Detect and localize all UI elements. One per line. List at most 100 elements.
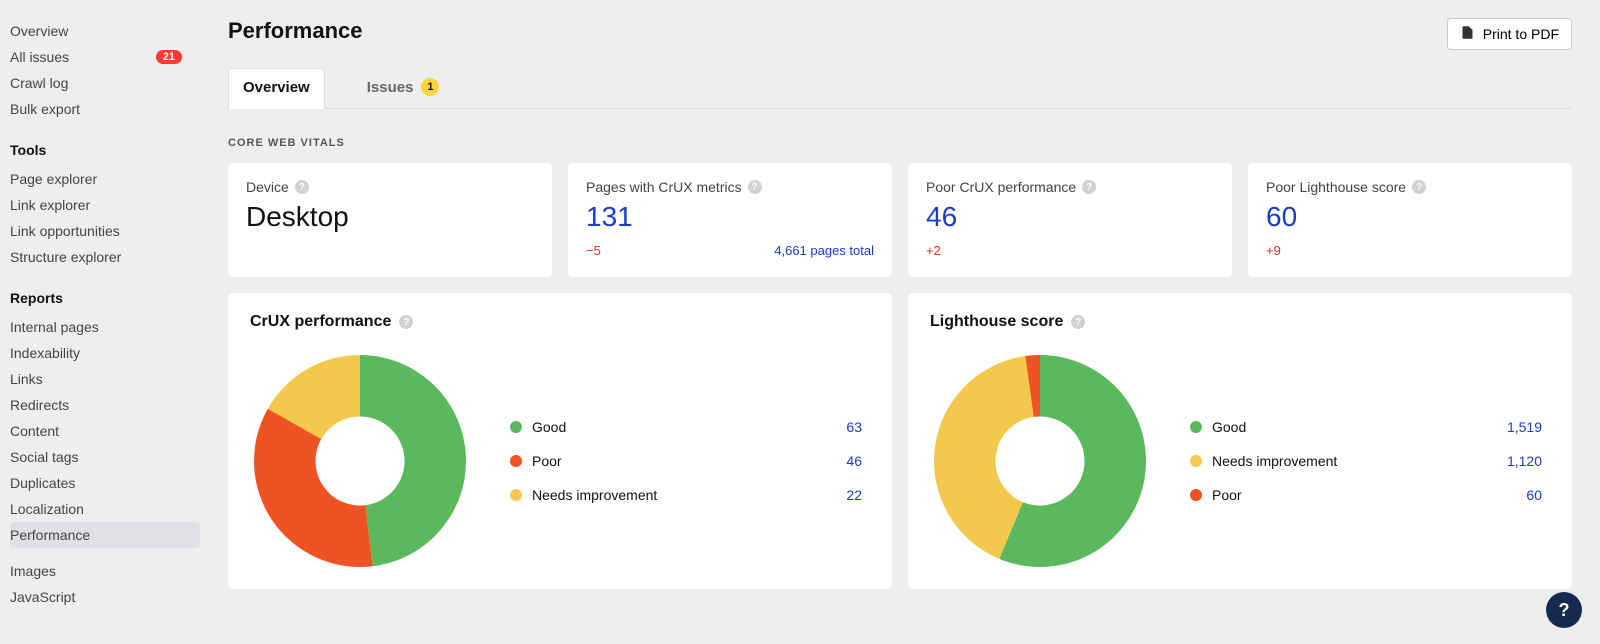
crux-legend: Good 63 Poor 46 Needs improvement 22 — [510, 419, 870, 503]
legend-label: Needs improvement — [532, 487, 657, 503]
sidebar-item-label: All issues — [10, 49, 69, 65]
sidebar-item-label: Bulk export — [10, 101, 80, 117]
legend-swatch — [510, 455, 522, 467]
legend-value[interactable]: 22 — [846, 487, 862, 503]
help-icon[interactable]: ? — [748, 180, 762, 194]
sidebar-duplicates[interactable]: Duplicates — [10, 470, 200, 496]
page-title: Performance — [228, 18, 363, 44]
lh-legend: Good 1,519 Needs improvement 1,120 Poor … — [1190, 419, 1550, 503]
sidebar-social-tags[interactable]: Social tags — [10, 444, 200, 470]
sidebar-item-label: Duplicates — [10, 475, 75, 491]
sidebar-link-opportunities[interactable]: Link opportunities — [10, 218, 200, 244]
kpi-poor-lh-card: Poor Lighthouse score? 60 +9 — [1248, 163, 1572, 277]
legend-row: Poor 46 — [510, 453, 862, 469]
legend-value[interactable]: 60 — [1526, 487, 1542, 503]
help-icon[interactable]: ? — [1412, 180, 1426, 194]
legend-label: Poor — [1212, 487, 1242, 503]
legend-label: Good — [532, 419, 566, 435]
sidebar-item-label: Link explorer — [10, 197, 90, 213]
crux-donut — [250, 351, 470, 571]
legend-swatch — [510, 489, 522, 501]
sidebar-item-label: Social tags — [10, 449, 78, 465]
kpi-delta: +2 — [926, 243, 941, 258]
sidebar-content[interactable]: Content — [10, 418, 200, 444]
charts-row: CrUX performance? Good 63 Poor 46 Needs … — [228, 293, 1572, 589]
legend-value[interactable]: 63 — [846, 419, 862, 435]
kpi-label: Device — [246, 179, 289, 195]
kpi-label: Poor CrUX performance — [926, 179, 1076, 195]
kpi-cards: Device? Desktop Pages with CrUX metrics?… — [228, 163, 1572, 277]
legend-row: Good 63 — [510, 419, 862, 435]
sidebar-item-label: Links — [10, 371, 43, 387]
sidebar-item-label: Overview — [10, 23, 68, 39]
legend-value[interactable]: 1,519 — [1507, 419, 1542, 435]
kpi-delta: +9 — [1266, 243, 1281, 258]
tab-overview[interactable]: Overview — [228, 68, 325, 109]
legend-label: Needs improvement — [1212, 453, 1337, 469]
sidebar-overview[interactable]: Overview — [10, 18, 200, 44]
sidebar-links[interactable]: Links — [10, 366, 200, 392]
issues-count-badge: 1 — [421, 78, 439, 96]
sidebar-redirects[interactable]: Redirects — [10, 392, 200, 418]
sidebar-item-label: Redirects — [10, 397, 69, 413]
tab-label: Issues — [367, 79, 414, 96]
kpi-label: Poor Lighthouse score — [1266, 179, 1406, 195]
chart-title: Lighthouse score — [930, 313, 1063, 331]
kpi-crux-pages-value[interactable]: 131 — [586, 201, 874, 233]
lh-donut — [930, 351, 1150, 571]
sidebar-item-label: Indexability — [10, 345, 80, 361]
sidebar-indexability[interactable]: Indexability — [10, 340, 200, 366]
sidebar-bulk-export[interactable]: Bulk export — [10, 96, 200, 122]
tab-label: Overview — [243, 79, 310, 96]
print-to-pdf-button[interactable]: Print to PDF — [1447, 18, 1572, 50]
core-web-vitals-label: CORE WEB VITALS — [228, 137, 1572, 149]
sidebar-images[interactable]: Images — [10, 558, 200, 584]
print-label: Print to PDF — [1483, 26, 1559, 42]
crux-chart-card: CrUX performance? Good 63 Poor 46 Needs … — [228, 293, 892, 589]
help-icon[interactable]: ? — [295, 180, 309, 194]
sidebar-structure-explorer[interactable]: Structure explorer — [10, 244, 200, 270]
kpi-delta: −5 — [586, 243, 601, 258]
sidebar-item-label: Localization — [10, 501, 84, 517]
legend-row: Needs improvement 22 — [510, 487, 862, 503]
kpi-device-card: Device? Desktop — [228, 163, 552, 277]
sidebar-crawl-log[interactable]: Crawl log — [10, 70, 200, 96]
sidebar-localization[interactable]: Localization — [10, 496, 200, 522]
legend-swatch — [1190, 489, 1202, 501]
help-fab-button[interactable]: ? — [1546, 592, 1582, 628]
legend-row: Poor 60 — [1190, 487, 1542, 503]
kpi-total-link[interactable]: 4,661 pages total — [774, 243, 874, 258]
legend-label: Good — [1212, 419, 1246, 435]
legend-swatch — [1190, 421, 1202, 433]
kpi-label: Pages with CrUX metrics — [586, 179, 742, 195]
kpi-poor-lh-value[interactable]: 60 — [1266, 201, 1554, 233]
sidebar-item-label: JavaScript — [10, 589, 75, 605]
sidebar-reports-heading: Reports — [10, 290, 200, 306]
sidebar-performance[interactable]: Performance — [10, 522, 200, 548]
sidebar-javascript[interactable]: JavaScript — [10, 584, 200, 610]
kpi-poor-crux-card: Poor CrUX performance? 46 +2 — [908, 163, 1232, 277]
help-icon[interactable]: ? — [399, 315, 413, 329]
legend-value[interactable]: 46 — [846, 453, 862, 469]
file-download-icon — [1460, 25, 1475, 43]
kpi-crux-pages-card: Pages with CrUX metrics? 131 −5 4,661 pa… — [568, 163, 892, 277]
legend-value[interactable]: 1,120 — [1507, 453, 1542, 469]
help-icon[interactable]: ? — [1071, 315, 1085, 329]
help-icon[interactable]: ? — [1082, 180, 1096, 194]
legend-row: Needs improvement 1,120 — [1190, 453, 1542, 469]
kpi-poor-crux-value[interactable]: 46 — [926, 201, 1214, 233]
main-content: Performance Print to PDF Overview Issues… — [200, 0, 1600, 644]
legend-row: Good 1,519 — [1190, 419, 1542, 435]
sidebar: Overview All issues 21 Crawl log Bulk ex… — [0, 0, 200, 644]
tabs: Overview Issues 1 — [228, 68, 1572, 109]
sidebar-item-label: Performance — [10, 527, 90, 543]
sidebar-all-issues[interactable]: All issues 21 — [10, 44, 200, 70]
sidebar-page-explorer[interactable]: Page explorer — [10, 166, 200, 192]
sidebar-item-label: Structure explorer — [10, 249, 121, 265]
lh-chart-card: Lighthouse score? Good 1,519 Needs impro… — [908, 293, 1572, 589]
legend-swatch — [510, 421, 522, 433]
tab-issues[interactable]: Issues 1 — [353, 68, 454, 108]
sidebar-link-explorer[interactable]: Link explorer — [10, 192, 200, 218]
sidebar-internal-pages[interactable]: Internal pages — [10, 314, 200, 340]
sidebar-item-label: Crawl log — [10, 75, 68, 91]
